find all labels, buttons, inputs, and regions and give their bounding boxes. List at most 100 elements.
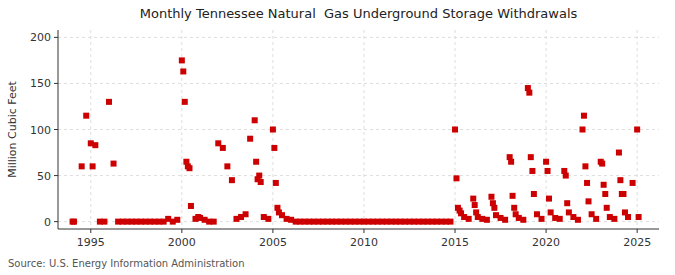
point bbox=[224, 163, 230, 169]
point bbox=[546, 196, 552, 202]
point bbox=[502, 217, 508, 223]
point bbox=[599, 161, 605, 167]
x-tick bbox=[272, 229, 273, 233]
x-ticks: 1995 2000 2005 2010 2015 2020 2025 bbox=[77, 229, 651, 249]
grid-line-y bbox=[58, 175, 659, 176]
point bbox=[179, 57, 185, 63]
grid-line-y bbox=[58, 83, 659, 84]
point bbox=[271, 145, 277, 151]
chart: 0501001502001995200020052010201520202025… bbox=[0, 0, 675, 275]
y-tick-label: 100 bbox=[30, 124, 51, 137]
point bbox=[488, 194, 494, 200]
point bbox=[620, 191, 626, 197]
point bbox=[182, 99, 188, 105]
point bbox=[526, 90, 532, 96]
point bbox=[220, 145, 226, 151]
point bbox=[611, 216, 617, 222]
point bbox=[604, 205, 610, 211]
grid-line-y bbox=[58, 129, 659, 130]
point bbox=[83, 113, 89, 119]
point bbox=[453, 175, 459, 181]
y-tick bbox=[54, 37, 58, 38]
point bbox=[472, 202, 478, 208]
point bbox=[601, 182, 607, 188]
y-tick bbox=[54, 129, 58, 130]
points bbox=[70, 57, 642, 224]
point bbox=[273, 180, 279, 186]
point bbox=[539, 216, 545, 222]
point bbox=[557, 216, 563, 222]
point bbox=[106, 99, 112, 105]
grid bbox=[58, 30, 659, 229]
point bbox=[186, 165, 192, 171]
point bbox=[575, 217, 581, 223]
point bbox=[229, 177, 235, 183]
point bbox=[253, 159, 259, 165]
point bbox=[466, 216, 472, 222]
point bbox=[528, 154, 534, 160]
point bbox=[543, 159, 549, 165]
x-tick bbox=[90, 229, 91, 233]
point bbox=[511, 205, 517, 211]
point bbox=[630, 180, 636, 186]
point bbox=[470, 196, 476, 202]
point bbox=[564, 200, 570, 206]
x-tick-label: 1995 bbox=[77, 236, 105, 249]
x-tick bbox=[637, 229, 638, 233]
y-tick bbox=[54, 83, 58, 84]
point bbox=[265, 216, 271, 222]
point bbox=[484, 217, 490, 223]
x-tick-label: 2010 bbox=[350, 236, 378, 249]
point bbox=[447, 219, 453, 225]
point bbox=[101, 219, 107, 225]
point bbox=[90, 163, 96, 169]
point bbox=[529, 168, 535, 174]
point bbox=[531, 191, 537, 197]
y-tick-label: 50 bbox=[37, 170, 51, 183]
point bbox=[510, 193, 516, 199]
grid-line-y bbox=[58, 37, 659, 38]
point bbox=[258, 179, 264, 185]
y-ticks: 050100150200 bbox=[30, 31, 58, 228]
point bbox=[616, 150, 622, 156]
point bbox=[491, 205, 497, 211]
point bbox=[79, 163, 85, 169]
point bbox=[617, 177, 623, 183]
point bbox=[625, 214, 631, 220]
y-axis-label: Million Cubic Feet bbox=[6, 80, 19, 177]
point bbox=[174, 217, 180, 223]
x-tick-label: 2000 bbox=[168, 236, 196, 249]
point bbox=[508, 159, 514, 165]
point bbox=[247, 136, 253, 142]
point bbox=[92, 142, 98, 148]
y-tick bbox=[54, 175, 58, 176]
point bbox=[270, 127, 276, 133]
point bbox=[188, 203, 194, 209]
y-tick-label: 0 bbox=[44, 216, 51, 229]
x-tick-label: 2015 bbox=[441, 236, 469, 249]
point bbox=[71, 219, 77, 225]
point bbox=[582, 163, 588, 169]
point bbox=[634, 127, 640, 133]
point bbox=[563, 173, 569, 179]
x-tick-label: 2020 bbox=[532, 236, 560, 249]
point bbox=[636, 214, 642, 220]
point bbox=[180, 68, 186, 74]
point bbox=[520, 217, 526, 223]
point bbox=[256, 173, 262, 179]
point bbox=[581, 113, 587, 119]
point bbox=[580, 127, 586, 133]
point bbox=[111, 161, 117, 167]
point bbox=[452, 127, 458, 133]
x-tick-label: 2025 bbox=[623, 236, 651, 249]
x-tick bbox=[363, 229, 364, 233]
x-tick-label: 2005 bbox=[259, 236, 287, 249]
x-tick bbox=[455, 229, 456, 233]
x-axis-line bbox=[58, 229, 659, 230]
point bbox=[584, 180, 590, 186]
x-tick bbox=[181, 229, 182, 233]
point bbox=[252, 117, 258, 123]
grid-line-x bbox=[90, 30, 91, 229]
y-tick-label: 200 bbox=[30, 31, 51, 44]
point bbox=[548, 209, 554, 215]
